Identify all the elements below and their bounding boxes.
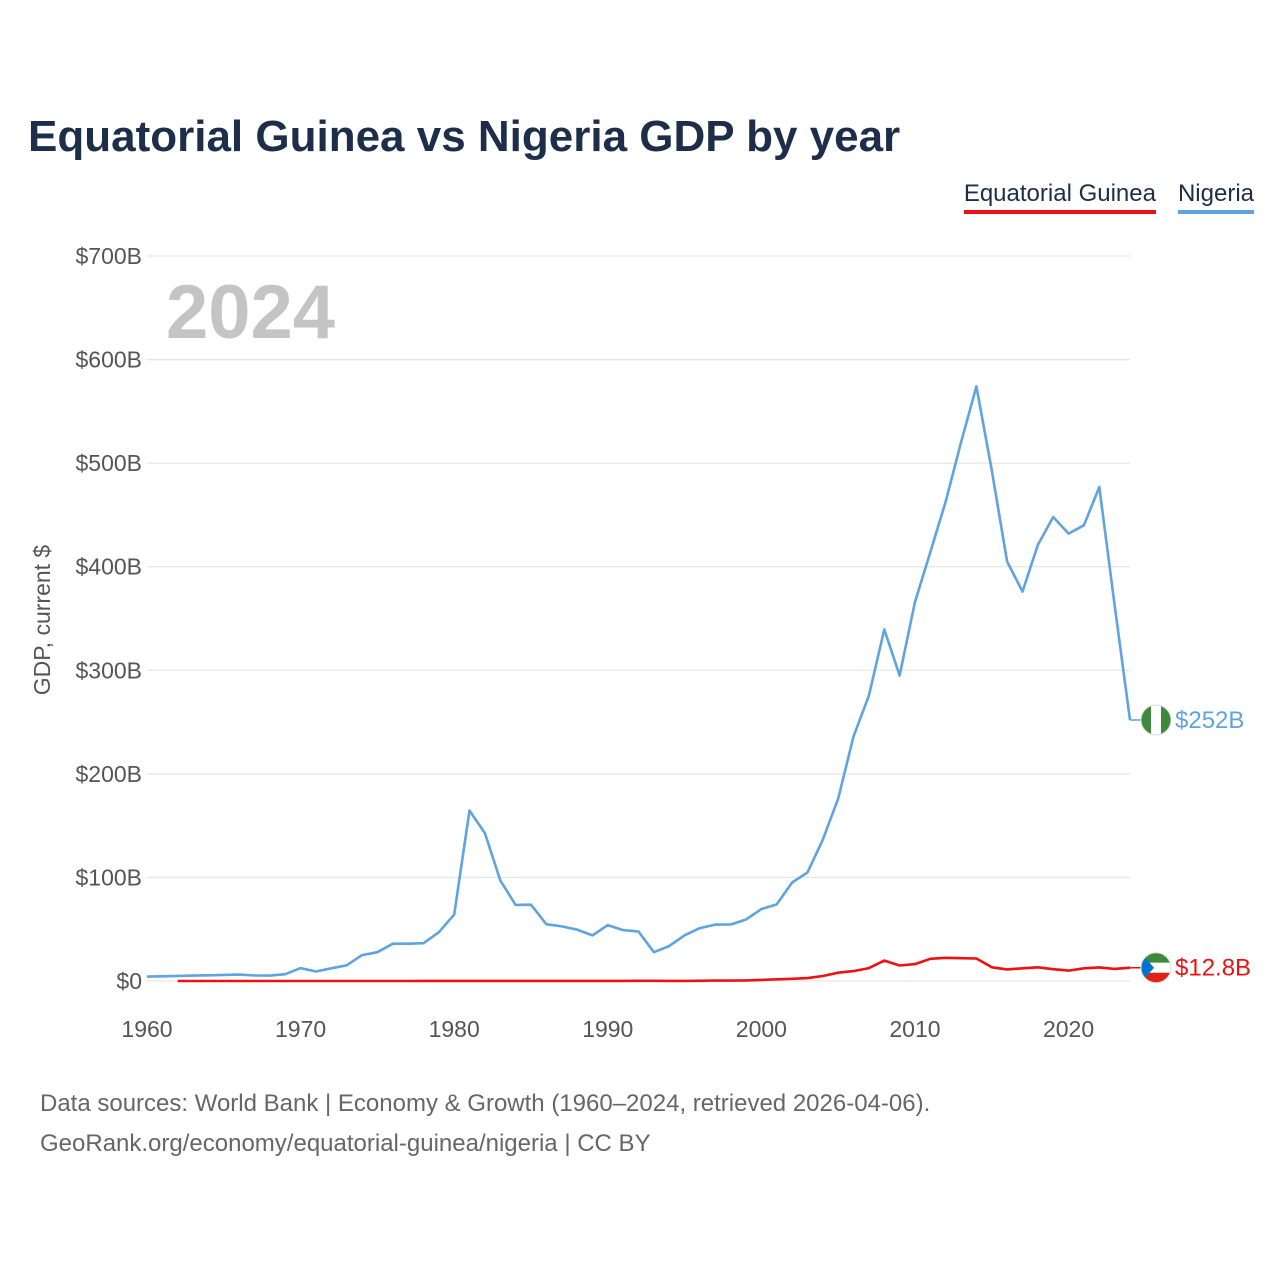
equatorial-guinea-flag-icon: [1140, 952, 1172, 984]
source-line-2[interactable]: GeoRank.org/economy/equatorial-guinea/ni…: [40, 1130, 651, 1157]
x-tick-label: 1990: [582, 1016, 633, 1042]
x-tick-label: 2000: [736, 1016, 787, 1042]
series-lines: [146, 385, 1132, 983]
chart-title: Equatorial Guinea vs Nigeria GDP by year: [28, 112, 901, 161]
x-tick-label: 1970: [275, 1016, 326, 1042]
x-tick-label: 1960: [121, 1016, 172, 1042]
x-tick-label: 1980: [429, 1016, 480, 1042]
source-note: Data sources: World Bank | Economy & Gro…: [40, 1084, 930, 1164]
nigeria-flag-icon: [1140, 704, 1172, 736]
end-markers: $252B $12.8B: [1130, 704, 1251, 984]
y-axis-label: GDP, current $: [29, 545, 55, 696]
year-watermark: 2024: [166, 270, 335, 355]
source-line-1: Data sources: World Bank | Economy & Gro…: [40, 1090, 931, 1117]
series-line-equatorial-guinea[interactable]: [177, 956, 1131, 983]
y-tick-label: $400B: [75, 554, 142, 580]
gridlines: [147, 255, 1130, 982]
legend: Equatorial Guinea Nigeria: [963, 180, 1254, 214]
x-tick-label: 2020: [1043, 1016, 1094, 1042]
y-tick-label: $200B: [75, 761, 142, 787]
y-tick-label: $0: [116, 968, 142, 994]
y-tick-label: $500B: [75, 450, 142, 476]
y-tick-label: $700B: [75, 243, 142, 269]
x-axis-ticks: 1960 1970 1980 1990 2000 2010 2020: [121, 1016, 1094, 1042]
end-value-label: $12.8B: [1175, 955, 1251, 982]
series-line-nigeria[interactable]: [146, 385, 1132, 978]
x-tick-label: 2010: [889, 1016, 940, 1042]
y-tick-label: $600B: [75, 347, 142, 373]
legend-nigeria[interactable]: Nigeria: [1177, 180, 1254, 214]
y-tick-label: $300B: [75, 657, 142, 683]
legend-equatorial-guinea[interactable]: Equatorial Guinea: [963, 180, 1156, 214]
y-axis-ticks: $0 $100B $200B $300B $400B $500B $600B $700B: [75, 243, 142, 994]
y-tick-label: $100B: [75, 864, 142, 890]
end-value-label: $252B: [1175, 707, 1244, 734]
